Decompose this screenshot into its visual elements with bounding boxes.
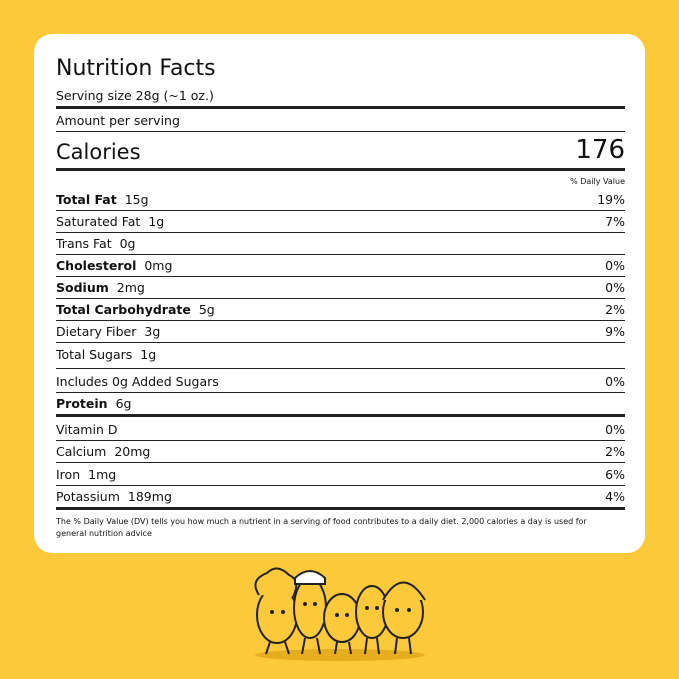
nutrient-name: Trans Fat: [56, 235, 112, 251]
nutrient-row: Calcium 20mg 2%: [56, 441, 625, 461]
rule: [56, 440, 625, 441]
rule: [56, 232, 625, 233]
nutrition-card: Nutrition Facts Serving size 28g (~1 oz.…: [34, 34, 645, 553]
nutrient-name: Iron: [56, 466, 81, 482]
footnote: The % Daily Value (DV) tells you how muc…: [56, 517, 587, 538]
amount-per-serving: Amount per serving: [56, 113, 180, 128]
nutrient-name: Includes 0g Added Sugars: [56, 373, 219, 389]
nutrient-amount: 2mg: [116, 279, 145, 295]
daily-value: 0%: [605, 279, 625, 295]
daily-value: 2%: [605, 443, 625, 459]
nutrient-row: Potassium 189mg 4%: [56, 486, 625, 506]
nutrient-row: Total Sugars 1g: [56, 344, 625, 364]
daily-value: 4%: [605, 488, 625, 504]
nutrient-amount: 15g: [124, 191, 149, 207]
nutrient-amount: 6g: [115, 395, 132, 411]
daily-value: 0%: [605, 257, 625, 273]
nutrient-amount: 3g: [144, 323, 161, 339]
rule: [56, 462, 625, 463]
nutrient-amount: 1g: [148, 213, 165, 229]
rule: [56, 485, 625, 486]
nutrient-row: Dietary Fiber 3g 9%: [56, 321, 625, 341]
rule: [56, 276, 625, 277]
nutrient-amount: 189mg: [127, 488, 172, 504]
title: Nutrition Facts: [56, 56, 216, 81]
nutrient-row: Protein 6g: [56, 393, 625, 413]
nutrient-name: Dietary Fiber: [56, 323, 137, 339]
nutrient-row: Total Carbohydrate 5g 2%: [56, 299, 625, 319]
thick-rule: [56, 414, 625, 417]
nutrient-row: Cholesterol 0mg 0%: [56, 255, 625, 275]
nutrient-row: Saturated Fat 1g 7%: [56, 211, 625, 231]
daily-value: 7%: [605, 213, 625, 229]
daily-value: 6%: [605, 466, 625, 482]
nutrient-name: Calcium: [56, 443, 107, 459]
mascots: [254, 567, 426, 661]
nutrient-name: Protein: [56, 395, 108, 411]
nutrient-amount: 0g: [119, 235, 136, 251]
nutrient-name: Saturated Fat: [56, 213, 141, 229]
nutrient-row: Trans Fat 0g: [56, 233, 625, 253]
rule: [56, 342, 625, 343]
serving-size: Serving size 28g (~1 oz.): [56, 88, 214, 103]
nutrient-amount: 1g: [140, 346, 157, 362]
daily-value: 19%: [597, 191, 625, 207]
nutrient-amount: 0mg: [144, 257, 173, 273]
nutrient-row: Total Fat 15g 19%: [56, 189, 625, 209]
nutrient-row: Vitamin D 0%: [56, 419, 625, 439]
nutrient-amount: 5g: [198, 301, 215, 317]
thick-rule: [56, 168, 625, 171]
nutrient-name: Total Fat: [56, 191, 117, 207]
rule: [56, 298, 625, 299]
rule: [56, 392, 625, 393]
calories-label: Calories: [56, 140, 141, 164]
nutrient-row: Sodium 2mg 0%: [56, 277, 625, 297]
dv-heading: % Daily Value: [570, 177, 625, 186]
nutrient-name: Total Carbohydrate: [56, 301, 191, 317]
rule: [56, 210, 625, 211]
nutrient-name: Vitamin D: [56, 421, 118, 437]
nutrient-amount: 1mg: [88, 466, 117, 482]
daily-value: 9%: [605, 323, 625, 339]
daily-value: 0%: [605, 373, 625, 389]
nutrient-amount: 20mg: [114, 443, 151, 459]
nutrient-row: Iron 1mg 6%: [56, 464, 625, 484]
nutrient-name: Cholesterol: [56, 257, 137, 273]
rule: [56, 368, 625, 369]
rule: [56, 254, 625, 255]
daily-value: 2%: [605, 301, 625, 317]
daily-value: 0%: [605, 421, 625, 437]
calories-value: 176: [575, 135, 625, 165]
nutrient-name: Total Sugars: [56, 346, 133, 362]
thick-rule: [56, 106, 625, 109]
nutrient-row: Includes 0g Added Sugars 0%: [56, 371, 625, 391]
nutrient-name: Potassium: [56, 488, 120, 504]
rule: [56, 320, 625, 321]
thick-rule: [56, 507, 625, 510]
nutrient-name: Sodium: [56, 279, 109, 295]
rule: [56, 131, 625, 132]
